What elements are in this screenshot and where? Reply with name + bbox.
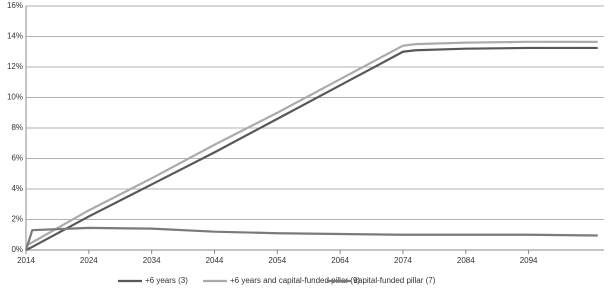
x-tick-label: 2014 xyxy=(17,256,35,265)
series-line xyxy=(24,226,598,251)
series-line xyxy=(25,46,598,251)
x-tick-label: 2044 xyxy=(206,256,224,265)
x-tick-label: 2094 xyxy=(520,256,538,265)
y-tick-label: 4% xyxy=(11,184,23,193)
legend-label: +6 years and capital-funded pillar (9) xyxy=(230,276,360,285)
x-tick-label: 2024 xyxy=(80,256,98,265)
y-tick-label: 14% xyxy=(7,32,23,41)
x-tick-label: 2054 xyxy=(268,256,286,265)
y-tick-label: 6% xyxy=(11,154,23,163)
y-tick-label: 16% xyxy=(7,1,23,10)
y-tick-label: 12% xyxy=(7,62,23,71)
x-tick-label: 2084 xyxy=(457,256,475,265)
y-tick-label: 2% xyxy=(11,215,23,224)
y-tick-label: 10% xyxy=(7,93,23,102)
legend-label: +6 years (3) xyxy=(145,276,188,285)
y-tick-label: 0% xyxy=(11,245,23,254)
legend-label: capital-funded pillar (7) xyxy=(354,276,436,285)
x-tick-label: 2034 xyxy=(143,256,161,265)
y-tick-label: 8% xyxy=(11,123,23,132)
x-tick-label: 2064 xyxy=(331,256,349,265)
x-tick-label: 2074 xyxy=(394,256,412,265)
series-line xyxy=(25,40,598,247)
